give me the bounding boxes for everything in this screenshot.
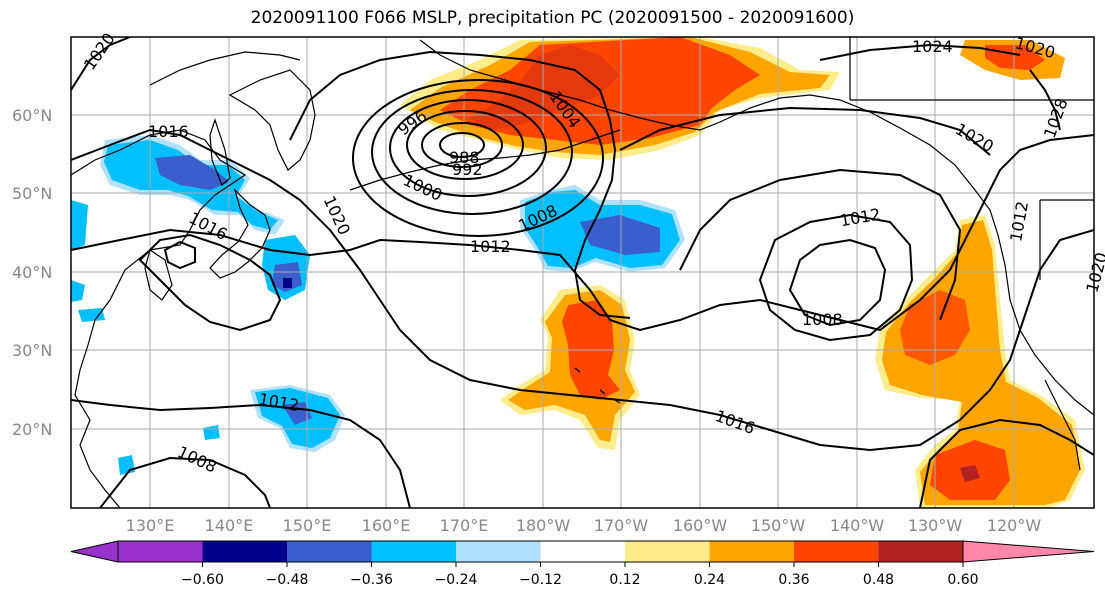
isobar-1016-east bbox=[679, 168, 962, 321]
coastline-asia bbox=[71, 129, 247, 508]
isobar-1020-arc bbox=[289, 50, 631, 319]
colorbar-tick-label: 0.12 bbox=[609, 572, 640, 588]
colorbar-segment bbox=[371, 541, 456, 562]
contour-label: 1016 bbox=[148, 122, 189, 141]
colorbar-tick-label: −0.48 bbox=[266, 572, 309, 588]
isobar-low-1000 bbox=[389, 99, 547, 197]
coastline-baja bbox=[1044, 379, 1081, 471]
map-title: 2020091100 F066 MSLP, precipitation PC (… bbox=[250, 8, 855, 28]
colorbar-extend-right bbox=[962, 540, 1095, 563]
isobar-low-996 bbox=[406, 110, 524, 180]
map-frame bbox=[70, 36, 1095, 509]
isobar-low-992 bbox=[421, 122, 503, 168]
isobar-1008-east bbox=[788, 238, 887, 327]
isobar-1012-east bbox=[758, 213, 914, 342]
lon-label: 130°W bbox=[908, 516, 963, 535]
coastline-kamchatka bbox=[228, 69, 316, 171]
graticule bbox=[71, 37, 1094, 508]
isobar-1016-japan bbox=[138, 233, 282, 332]
isobar-1020-east bbox=[619, 106, 991, 156]
lon-label: 130°E bbox=[126, 516, 175, 535]
colorbar-extend-left bbox=[70, 540, 119, 563]
longitude-labels: 130°E 140°E 150°E 160°E 170°E 180°W 170°… bbox=[126, 516, 1042, 535]
coastline-alaska bbox=[419, 39, 1094, 416]
isobar-low-1004 bbox=[371, 89, 573, 215]
isobar-1012-japan bbox=[163, 240, 196, 270]
contour-label: 1012 bbox=[470, 237, 511, 256]
isobar-1024-north bbox=[819, 43, 1021, 61]
lat-label: 40°N bbox=[12, 263, 52, 282]
colorbar-tick-label: 0.24 bbox=[694, 572, 725, 588]
lat-label: 60°N bbox=[12, 106, 52, 125]
colorbar-segment bbox=[540, 541, 625, 562]
lon-label: 150°W bbox=[751, 516, 806, 535]
contour-label: 1008 bbox=[802, 310, 843, 329]
lon-label: 170°W bbox=[594, 516, 649, 535]
colorbar-tick-label: 0.48 bbox=[863, 572, 894, 588]
colorbar-tick-label: 0.60 bbox=[947, 572, 978, 588]
colorbar-tick-label: −0.24 bbox=[435, 572, 478, 588]
isobar-south-east bbox=[919, 418, 1094, 508]
isobar-low-988 bbox=[439, 132, 485, 158]
isobar-1012-subtropic bbox=[71, 399, 411, 508]
coastline-okhotsk bbox=[149, 51, 301, 86]
isobar-1028 bbox=[1029, 69, 1061, 131]
colorbar-segment bbox=[709, 541, 794, 562]
colorbar-tick-label: −0.12 bbox=[519, 572, 562, 588]
coastlines bbox=[71, 37, 1094, 508]
colorbar-segment bbox=[878, 541, 963, 562]
isobar-1016-main bbox=[71, 128, 1094, 452]
isobar-1012-main bbox=[71, 134, 1094, 332]
isobar-low-1008 bbox=[352, 79, 604, 237]
precip-fill bbox=[71, 37, 1085, 508]
latitude-labels: 60°N 50°N 40°N 30°N 20°N bbox=[12, 106, 52, 439]
lon-label: 140°E bbox=[205, 516, 254, 535]
coastline-korea bbox=[144, 249, 173, 301]
lon-label: 160°E bbox=[362, 516, 411, 535]
colorbar-segment bbox=[456, 541, 541, 562]
colorbar-tick-label: −0.60 bbox=[181, 572, 224, 588]
colorbar-segment bbox=[202, 541, 287, 562]
colorbar: −0.60 −0.48 −0.36 −0.24 −0.12 0.12 0.24 0.36 0.4… bbox=[70, 540, 1095, 588]
coastline-japan bbox=[209, 187, 271, 279]
coastline-canada bbox=[849, 37, 1094, 280]
lon-label: 120°W bbox=[987, 516, 1042, 535]
lon-label: 150°E bbox=[283, 516, 332, 535]
colorbar-segment bbox=[118, 541, 203, 562]
lon-label: 160°W bbox=[673, 516, 728, 535]
coastline-aleutians bbox=[349, 129, 621, 191]
coastline-sakhalin bbox=[209, 118, 231, 187]
isobars bbox=[71, 37, 1094, 508]
colorbar-segment bbox=[287, 541, 372, 562]
lon-label: 170°E bbox=[440, 516, 489, 535]
isobar-1008-south bbox=[99, 456, 271, 508]
colorbar-segment bbox=[794, 541, 879, 562]
lon-label: 180°W bbox=[516, 516, 571, 535]
lat-label: 30°N bbox=[12, 341, 52, 360]
contour-label: 1024 bbox=[912, 37, 953, 56]
lat-label: 20°N bbox=[12, 420, 52, 439]
colorbar-tick-label: 0.36 bbox=[778, 572, 809, 588]
isobar-1020-west bbox=[71, 37, 131, 91]
contour-label: 992 bbox=[452, 160, 483, 179]
lon-label: 140°W bbox=[830, 516, 885, 535]
colorbar-tick-label: −0.36 bbox=[350, 572, 393, 588]
lat-label: 50°N bbox=[12, 184, 52, 203]
contour-label: 988 bbox=[449, 148, 480, 167]
colorbar-segment bbox=[625, 541, 710, 562]
